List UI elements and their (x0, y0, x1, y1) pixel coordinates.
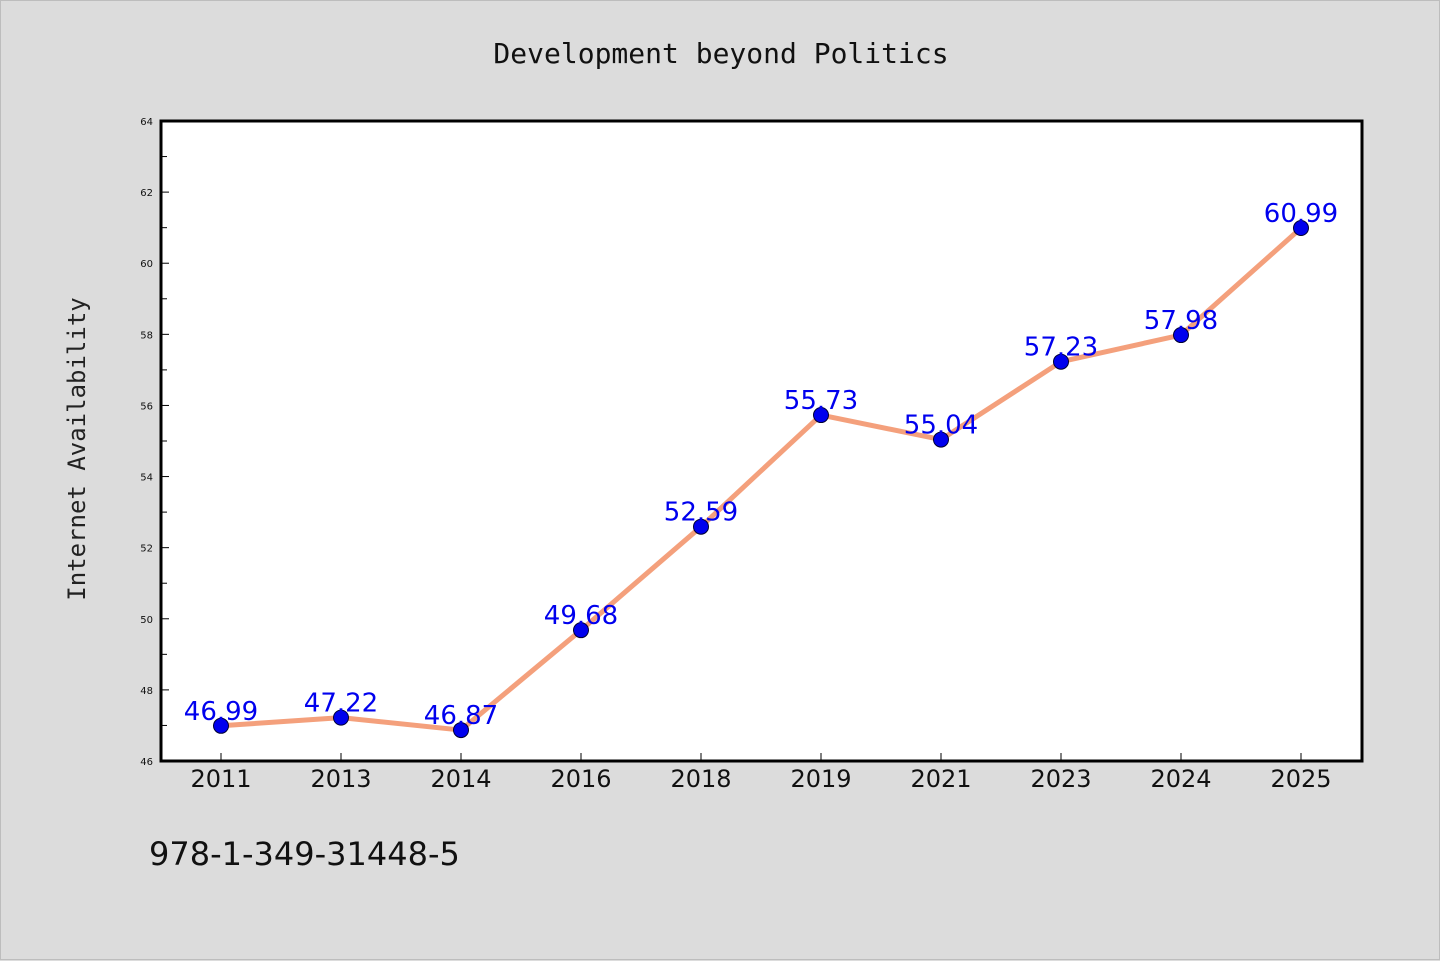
data-label: 49.68 (544, 601, 618, 631)
y-tick-label: 52 (140, 544, 153, 555)
data-point (453, 722, 469, 739)
data-point (213, 717, 229, 734)
data-point (813, 407, 829, 424)
plot-area (159, 119, 1364, 763)
y-tick-label: 60 (140, 259, 153, 270)
series-line (220, 226, 1303, 733)
data-labels: 46.99 47.22 46.87 49.68 52.59 55.73 55.04 57.23… (184, 199, 1338, 731)
x-tick-label: 2021 (910, 765, 971, 793)
x-tick-label: 2019 (790, 765, 851, 793)
x-tick-label: 2025 (1270, 765, 1331, 793)
x-tick-label: 2011 (190, 765, 251, 793)
data-point (693, 518, 709, 535)
y-tick-label: 46 (140, 757, 153, 768)
y-tick-label: 56 (140, 401, 153, 412)
x-tick-label: 2013 (310, 765, 371, 793)
y-tick-label: 58 (140, 330, 153, 341)
data-label: 55.04 (904, 411, 978, 441)
data-label: 60.99 (1264, 199, 1338, 229)
data-label: 55.73 (784, 386, 858, 416)
y-axis-label: Internet Availability (63, 297, 91, 600)
data-label: 47.22 (304, 689, 378, 719)
data-point (933, 431, 949, 448)
y-tick-label: 50 (140, 615, 153, 626)
data-label: 46.99 (184, 697, 258, 727)
data-point (573, 622, 589, 639)
chart-title: Development beyond Politics (493, 37, 948, 70)
y-tick-label: 64 (140, 117, 153, 128)
y-tick-label: 48 (140, 686, 153, 697)
x-tick-label: 2018 (670, 765, 731, 793)
x-tick-label: 2014 (430, 765, 491, 793)
data-label: 46.87 (424, 701, 498, 731)
data-label: 52.59 (664, 498, 738, 528)
x-tick-label: 2023 (1030, 765, 1091, 793)
x-axis: 2011 2013 2014 2016 2018 2019 2021 2023 2024 2025 (190, 753, 1332, 793)
y-axis: 46 48 50 52 54 56 58 60 62 64 (140, 117, 169, 768)
x-tick-label: 2016 (550, 765, 611, 793)
data-point (333, 709, 349, 726)
data-point (1173, 327, 1189, 344)
data-point (1293, 220, 1309, 237)
y-tick-label: 62 (140, 188, 153, 199)
y-tick-label: 54 (140, 473, 153, 484)
series-markers (213, 220, 1309, 739)
data-point (1053, 353, 1069, 370)
isbn-footnote: 978-1-349-31448-5 (149, 835, 460, 873)
x-tick-label: 2024 (1150, 765, 1211, 793)
data-label: 57.23 (1024, 333, 1098, 363)
data-label: 57.98 (1144, 306, 1218, 336)
